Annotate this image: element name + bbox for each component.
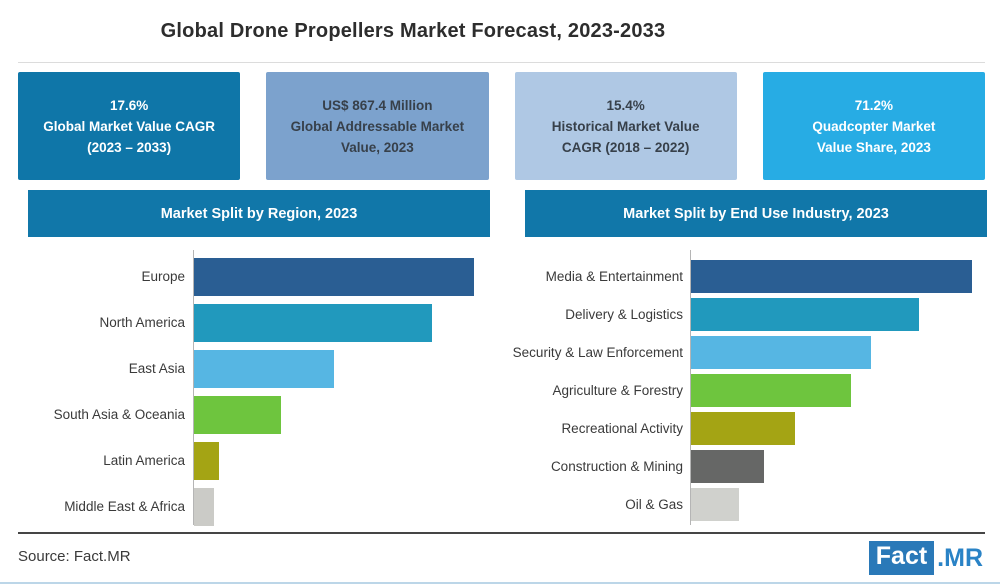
stat-line: 71.2%: [854, 97, 894, 113]
bar: [691, 412, 795, 445]
stat-box-global-cagr: 17.6% Global Market Value CAGR (2023 – 2…: [18, 72, 241, 180]
bar-label: South Asia & Oceania: [53, 407, 185, 423]
footer-divider: [18, 532, 985, 534]
bar-row: North America: [0, 304, 490, 342]
stat-line: (2023 – 2033): [87, 139, 172, 155]
logo-mr-text: .MR: [937, 543, 983, 572]
bar-row: East Asia: [0, 350, 490, 388]
bar-row: Agriculture & Forestry: [490, 374, 995, 407]
bar-label: Agriculture & Forestry: [552, 382, 683, 398]
stat-line: Value, 2023: [340, 139, 414, 155]
stat-box-row: 17.6% Global Market Value CAGR (2023 – 2…: [18, 72, 985, 180]
section-header-region: Market Split by Region, 2023: [28, 190, 490, 237]
region-bar-chart: Europe North America East Asia South Asia &…: [0, 250, 490, 534]
bar-label: Europe: [141, 269, 185, 285]
bar: [691, 260, 972, 293]
stat-line: 15.4%: [606, 97, 645, 113]
stat-line: Historical Market Value: [551, 118, 700, 134]
bar: [194, 350, 334, 388]
bar: [194, 396, 281, 434]
bar: [194, 304, 432, 342]
bar-label: Latin America: [103, 453, 185, 469]
bar-label: Recreational Activity: [561, 420, 683, 436]
stat-line: 17.6%: [109, 97, 149, 113]
bar: [691, 488, 739, 521]
bar-row: Middle East & Africa: [0, 488, 490, 526]
bar: [691, 450, 764, 483]
logo-fact-box: Fact: [868, 541, 935, 575]
stat-line: Value Share, 2023: [816, 139, 931, 155]
stat-line: CAGR (2018 – 2022): [561, 139, 690, 155]
bar-row: South Asia & Oceania: [0, 396, 490, 434]
bar-label: Media & Entertainment: [545, 268, 683, 284]
stat-box-addressable-market: US$ 867.4 Million Global Addressable Mar…: [266, 72, 489, 180]
stat-line: Quadcopter Market: [812, 118, 936, 134]
bottom-divider: [0, 582, 1000, 584]
end-use-bar-chart: Media & Entertainment Delivery & Logistic…: [490, 250, 995, 534]
bar: [691, 336, 871, 369]
top-divider: [18, 62, 985, 63]
bar: [194, 488, 214, 526]
bar: [691, 374, 851, 407]
bar-row: Construction & Mining: [490, 450, 995, 483]
region-chart-axis: [193, 250, 194, 525]
page-title: Global Drone Propellers Market Forecast,…: [160, 20, 666, 42]
bar: [194, 442, 219, 480]
bar-row: Delivery & Logistics: [490, 298, 995, 331]
bar-row: Media & Entertainment: [490, 260, 995, 293]
bar-row: Recreational Activity: [490, 412, 995, 445]
bar-label: East Asia: [128, 361, 185, 377]
bar-label: Middle East & Africa: [64, 499, 185, 515]
bar: [691, 298, 919, 331]
bar-label: Construction & Mining: [550, 458, 683, 474]
bar-row: Oil & Gas: [490, 488, 995, 521]
bar-row: Latin America: [0, 442, 490, 480]
bar: [194, 258, 474, 296]
factmr-logo: Fact .MR: [843, 541, 983, 575]
end-use-chart-axis: [690, 250, 691, 525]
bar-label: Security & Law Enforcement: [512, 344, 683, 360]
bar-label: Delivery & Logistics: [565, 306, 683, 322]
bar-row: Europe: [0, 258, 490, 296]
stat-line: Global Market Value CAGR: [43, 118, 216, 134]
source-text: Source: Fact.MR: [18, 548, 131, 565]
section-header-end-use: Market Split by End Use Industry, 2023: [525, 190, 987, 237]
bar-label: Oil & Gas: [625, 496, 683, 512]
stat-box-quadcopter-share: 71.2% Quadcopter Market Value Share, 202…: [762, 72, 985, 180]
stat-line: US$ 867.4 Million: [322, 97, 433, 113]
stat-line: Global Addressable Market: [290, 118, 465, 134]
bar-row: Security & Law Enforcement: [490, 336, 995, 369]
bar-label: North America: [99, 315, 185, 331]
stat-box-historical-cagr: 15.4% Historical Market Value CAGR (2018…: [514, 72, 737, 180]
